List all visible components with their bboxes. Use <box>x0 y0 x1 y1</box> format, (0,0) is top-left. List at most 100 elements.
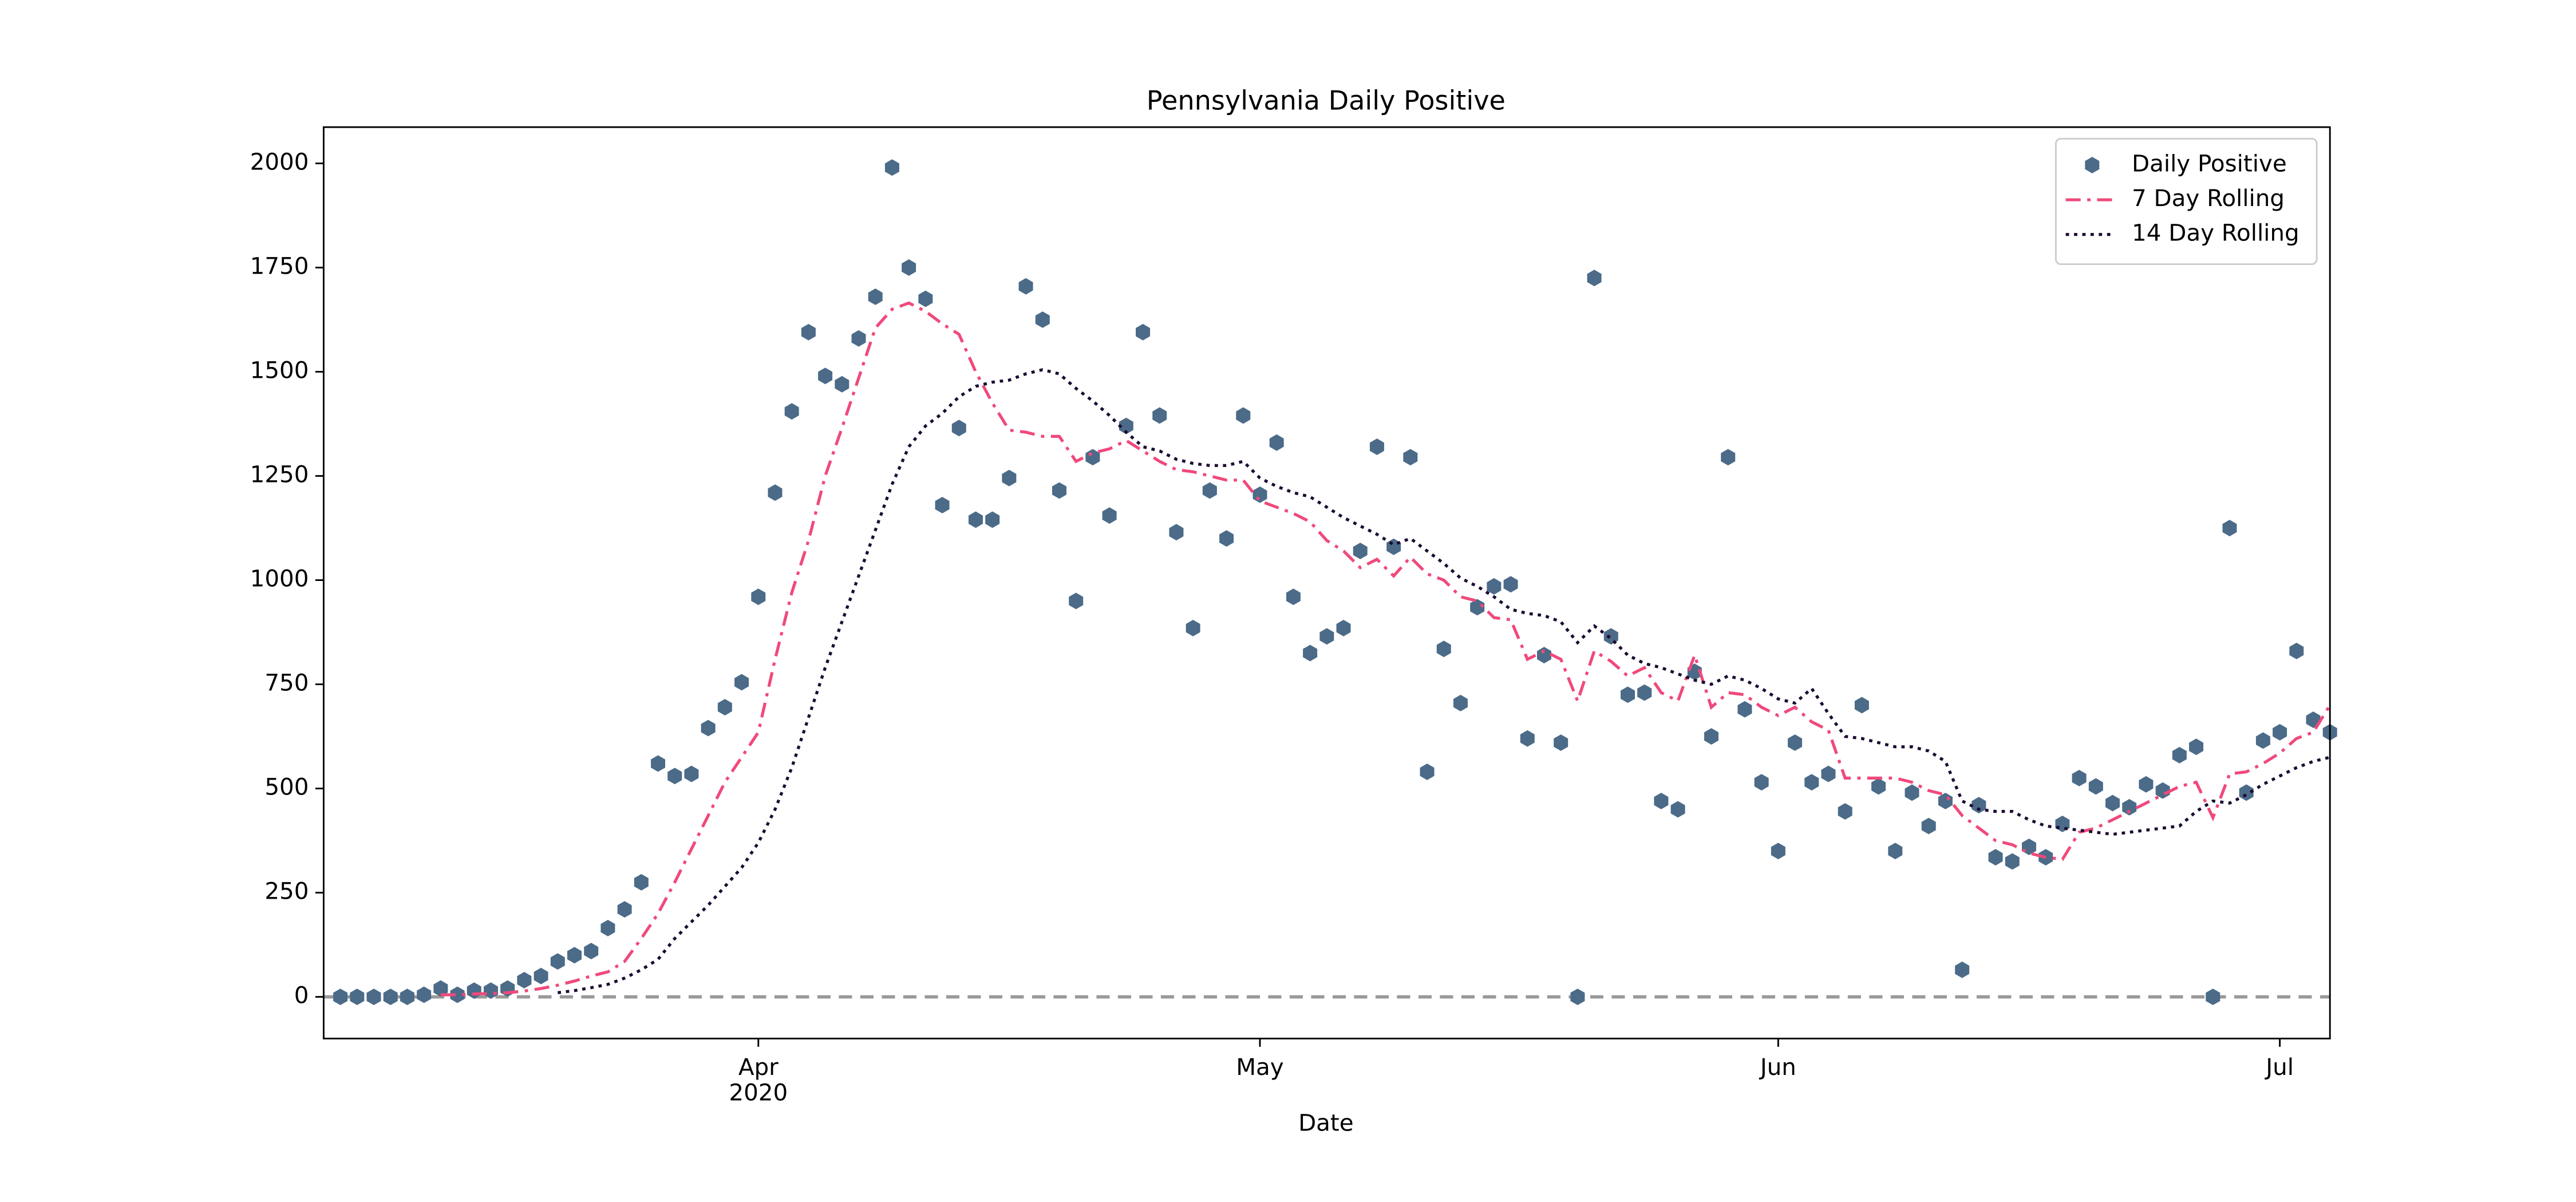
data-point <box>1186 619 1200 636</box>
data-point <box>2172 746 2187 764</box>
data-point <box>717 699 732 716</box>
data-point <box>1754 774 1769 791</box>
data-point <box>1052 482 1066 499</box>
x-tick-label: Apr 2020 <box>729 1054 788 1106</box>
y-tick-label: 750 <box>264 670 309 697</box>
data-point <box>2289 642 2304 659</box>
data-point <box>651 755 666 772</box>
data-point <box>2273 723 2287 741</box>
data-point <box>1470 599 1485 616</box>
data-point <box>1771 843 1785 860</box>
data-point <box>1871 778 1886 795</box>
data-point <box>784 403 799 420</box>
data-point <box>1236 407 1251 424</box>
data-point <box>366 989 381 1006</box>
data-point <box>567 947 582 964</box>
data-point <box>2189 738 2204 756</box>
data-point <box>1520 730 1535 747</box>
data-point <box>1152 407 1167 424</box>
data-point <box>534 967 548 984</box>
data-point <box>517 972 532 989</box>
y-tick-label: 2000 <box>250 148 309 175</box>
data-point <box>1503 576 1518 593</box>
data-point <box>1319 628 1334 645</box>
data-point <box>1002 469 1017 487</box>
data-point <box>1102 507 1117 524</box>
y-tick-label: 500 <box>264 774 309 801</box>
data-point <box>1269 434 1284 451</box>
data-point <box>2206 989 2221 1006</box>
data-point <box>1637 684 1652 701</box>
data-point <box>1854 697 1869 714</box>
data-point <box>1219 530 1234 547</box>
data-point <box>2139 776 2154 793</box>
line-series <box>440 301 2332 997</box>
x-tick-label: May <box>1236 1054 1283 1081</box>
y-tick-label: 1250 <box>250 461 309 488</box>
data-point <box>1988 849 2003 866</box>
data-point <box>2222 520 2237 536</box>
data-point <box>2105 794 2120 812</box>
y-tick-label: 1500 <box>250 357 309 383</box>
data-point <box>734 674 749 691</box>
legend-label: 7 Day Rolling <box>2132 185 2285 212</box>
data-point <box>450 986 465 1003</box>
data-point <box>1838 803 1852 820</box>
data-point <box>1286 588 1301 606</box>
data-point <box>1788 734 1803 751</box>
data-point <box>1721 449 1736 466</box>
data-point <box>1905 784 1919 801</box>
data-point <box>1035 311 1050 328</box>
data-point <box>851 330 866 347</box>
data-point <box>1353 543 1368 559</box>
data-point <box>1654 792 1669 809</box>
data-point <box>1737 701 1752 718</box>
data-point <box>634 873 649 891</box>
data-point <box>1303 645 1318 662</box>
data-point <box>1420 764 1435 780</box>
data-point <box>584 943 599 959</box>
data-point <box>1136 323 1151 341</box>
data-point <box>1570 989 1585 1006</box>
data-point <box>1955 961 1970 978</box>
data-point <box>667 768 682 785</box>
data-point <box>1169 524 1184 541</box>
data-point <box>1821 765 1836 782</box>
data-point <box>1487 578 1502 595</box>
x-axis-label: Date <box>1298 1109 1354 1136</box>
data-point <box>1369 438 1384 455</box>
legend-box <box>2055 137 2318 265</box>
data-point <box>835 375 850 393</box>
data-point <box>751 588 766 606</box>
data-point <box>1536 647 1551 664</box>
data-point <box>617 901 632 918</box>
data-point <box>1453 694 1468 711</box>
data-point <box>968 511 983 528</box>
data-point <box>600 920 615 936</box>
legend-label: Daily Positive <box>2132 150 2287 177</box>
data-point <box>2088 778 2103 795</box>
data-point <box>2239 784 2254 801</box>
data-point <box>1888 843 1903 860</box>
data-point <box>433 980 448 997</box>
data-point <box>884 159 899 176</box>
data-point <box>1804 774 1819 791</box>
y-tick-label: 1750 <box>250 252 309 279</box>
data-point <box>1085 449 1100 466</box>
data-point <box>350 989 365 1006</box>
data-point <box>1554 734 1568 751</box>
data-point <box>1336 619 1351 636</box>
data-point <box>935 497 950 513</box>
data-point <box>2255 732 2270 749</box>
data-point <box>400 989 414 1006</box>
data-point <box>1587 270 1602 287</box>
chart-title: Pennsylvania Daily Positive <box>1147 85 1506 116</box>
data-point <box>333 989 348 1006</box>
data-point <box>1621 686 1635 703</box>
data-point <box>801 323 816 341</box>
y-tick-label: 0 <box>294 982 309 1009</box>
data-point <box>1403 449 1418 466</box>
data-point <box>2122 798 2137 816</box>
